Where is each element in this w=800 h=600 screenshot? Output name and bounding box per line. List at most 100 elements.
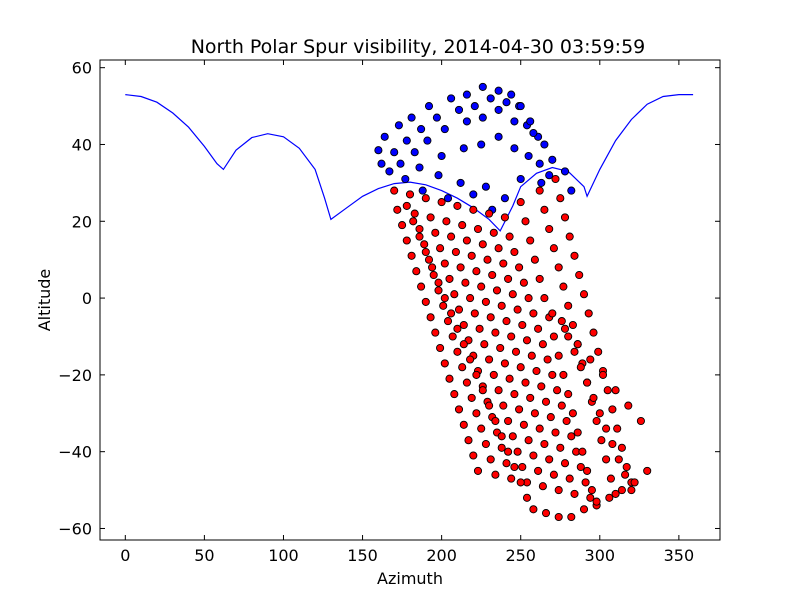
series-layer [125,82,694,522]
data-point [407,113,416,122]
data-point [374,146,383,155]
data-point [477,282,486,291]
data-point [516,198,525,207]
data-point [426,213,435,222]
data-point [489,228,498,237]
data-point [586,355,595,364]
data-point [587,486,596,495]
data-point [576,363,585,372]
data-point [518,320,527,330]
data-point [470,309,479,318]
data-point [485,355,494,364]
data-point [499,259,508,268]
data-point [535,424,544,433]
data-point [456,178,465,187]
y-tick-label: 0 [82,289,92,308]
data-point [502,317,511,326]
data-point [420,240,429,249]
data-point [589,393,598,402]
data-point [529,309,538,318]
data-point [537,178,546,187]
data-point [557,401,566,410]
data-point [567,186,576,195]
data-point [494,386,503,395]
data-point [540,140,549,149]
data-point [418,186,427,195]
data-point [470,102,479,111]
data-point [499,401,508,410]
data-point [478,386,487,395]
data-point [513,305,522,314]
data-point [526,393,535,402]
x-tick-label: 250 [505,546,536,565]
data-point [643,466,652,475]
data-point [447,94,456,103]
data-point [537,382,546,391]
y-tick-label: −20 [58,366,92,385]
chart-title: North Polar Spur visibility, 2014-04-30 … [191,36,646,58]
data-point [434,171,443,180]
data-point [410,148,419,157]
data-point [527,351,536,360]
data-point [636,416,645,426]
data-point [473,466,483,475]
data-point [613,424,622,433]
data-point [377,159,386,168]
x-axis-ticks: 0 50 100 150 200 250 300 350 [120,60,694,565]
data-point [402,136,411,145]
data-point [595,409,604,418]
data-point [549,244,558,253]
data-point [554,486,563,495]
data-point [429,270,438,280]
data-point [431,228,440,237]
data-point [417,282,426,291]
data-point [401,174,410,184]
data-point [534,466,543,475]
data-point [462,117,471,126]
data-point [535,274,544,283]
data-point [505,374,514,383]
y-tick-label: 40 [72,135,92,154]
data-point [516,363,525,372]
data-point [415,163,424,172]
data-point [417,125,426,134]
data-point [494,244,503,253]
data-point [545,455,554,464]
data-point [424,102,434,111]
data-point [469,190,478,199]
data-point [380,132,389,141]
data-point [486,94,495,103]
data-point [554,512,563,522]
y-tick-label: 60 [72,59,92,78]
data-point [434,286,443,295]
x-axis-label: Azimuth [377,569,443,588]
data-point [412,267,421,276]
data-point [551,174,560,184]
data-point [570,489,579,498]
data-point [575,270,584,280]
data-point [504,274,513,283]
data-point [469,451,478,460]
data-point [467,393,476,402]
data-point [421,297,430,306]
data-point [492,286,502,295]
data-point [504,447,513,456]
data-point [497,443,506,452]
data-point [567,512,576,522]
data-point [508,432,517,441]
data-point [541,397,551,406]
data-point [424,255,434,264]
data-point [443,317,453,326]
data-point [617,443,626,452]
data-point [502,98,511,107]
y-tick-label: −40 [58,443,92,462]
data-point [491,416,500,426]
data-point [602,455,611,464]
data-point [513,447,522,456]
data-point [573,340,582,349]
data-point [526,117,535,126]
data-point [622,462,631,472]
data-point [573,428,582,437]
data-point [556,194,565,203]
data-point [464,436,473,445]
